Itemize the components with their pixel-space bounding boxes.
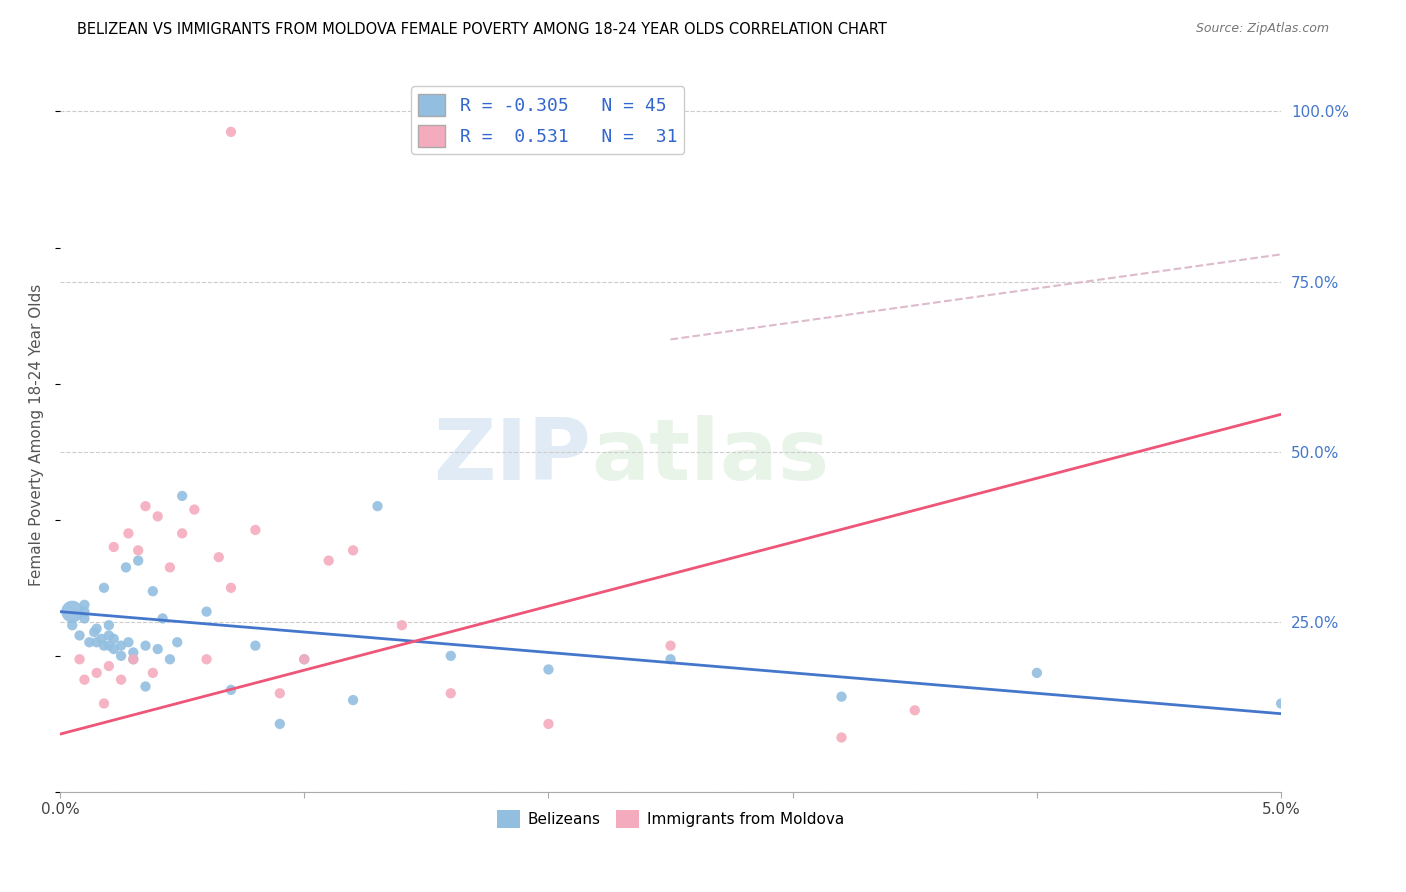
- Point: [60, 605, 83, 619]
- Point: [60, 618, 83, 632]
- Legend: Belizeans, Immigrants from Moldova: Belizeans, Immigrants from Moldova: [491, 804, 851, 834]
- Point: [73, 611, 96, 625]
- Point: [117, 526, 139, 541]
- Point: [1025, 665, 1047, 680]
- Point: [122, 645, 145, 659]
- Text: atlas: atlas: [591, 415, 830, 498]
- Point: [269, 717, 291, 731]
- Point: [208, 550, 231, 565]
- Point: [103, 540, 125, 554]
- Point: [97, 639, 120, 653]
- Point: [391, 618, 413, 632]
- Point: [69, 652, 91, 666]
- Point: [159, 560, 181, 574]
- Point: [245, 523, 267, 537]
- Point: [115, 560, 138, 574]
- Point: [146, 509, 169, 524]
- Point: [97, 618, 120, 632]
- Point: [440, 648, 463, 663]
- Point: [110, 648, 132, 663]
- Point: [659, 639, 682, 653]
- Point: [127, 543, 149, 558]
- Point: [103, 642, 125, 657]
- Point: [134, 499, 156, 513]
- Point: [172, 489, 194, 503]
- Point: [195, 652, 218, 666]
- Point: [1270, 697, 1292, 711]
- Text: ZIP: ZIP: [433, 415, 591, 498]
- Text: BELIZEAN VS IMMIGRANTS FROM MOLDOVA FEMALE POVERTY AMONG 18-24 YEAR OLDS CORRELA: BELIZEAN VS IMMIGRANTS FROM MOLDOVA FEMA…: [77, 22, 887, 37]
- Point: [73, 605, 96, 619]
- Point: [117, 635, 139, 649]
- Point: [440, 686, 463, 700]
- Point: [134, 639, 156, 653]
- Point: [831, 690, 853, 704]
- Point: [219, 581, 242, 595]
- Point: [904, 703, 927, 717]
- Point: [159, 652, 181, 666]
- Text: Source: ZipAtlas.com: Source: ZipAtlas.com: [1195, 22, 1329, 36]
- Point: [366, 499, 388, 513]
- Point: [269, 686, 291, 700]
- Point: [342, 693, 364, 707]
- Point: [292, 652, 315, 666]
- Point: [93, 697, 115, 711]
- Point: [110, 673, 132, 687]
- Point: [86, 622, 108, 636]
- Point: [79, 635, 101, 649]
- Y-axis label: Female Poverty Among 18-24 Year Olds: Female Poverty Among 18-24 Year Olds: [30, 284, 44, 586]
- Point: [83, 625, 105, 640]
- Point: [122, 652, 145, 666]
- Point: [292, 652, 315, 666]
- Point: [152, 611, 174, 625]
- Point: [318, 553, 340, 567]
- Point: [659, 652, 682, 666]
- Point: [142, 665, 165, 680]
- Point: [342, 543, 364, 558]
- Point: [195, 605, 218, 619]
- Point: [122, 652, 145, 666]
- Point: [93, 581, 115, 595]
- Point: [134, 680, 156, 694]
- Point: [69, 628, 91, 642]
- Point: [166, 635, 188, 649]
- Point: [245, 639, 267, 653]
- Point: [127, 553, 149, 567]
- Point: [537, 663, 560, 677]
- Point: [172, 526, 194, 541]
- Point: [97, 628, 120, 642]
- Point: [537, 717, 560, 731]
- Point: [103, 632, 125, 646]
- Point: [86, 635, 108, 649]
- Point: [146, 642, 169, 657]
- Point: [219, 682, 242, 697]
- Point: [86, 665, 108, 680]
- Point: [97, 659, 120, 673]
- Point: [90, 632, 112, 646]
- Point: [142, 584, 165, 599]
- Point: [110, 639, 132, 653]
- Point: [183, 502, 205, 516]
- Point: [831, 731, 853, 745]
- Point: [93, 639, 115, 653]
- Point: [73, 598, 96, 612]
- Point: [73, 673, 96, 687]
- Point: [219, 125, 242, 139]
